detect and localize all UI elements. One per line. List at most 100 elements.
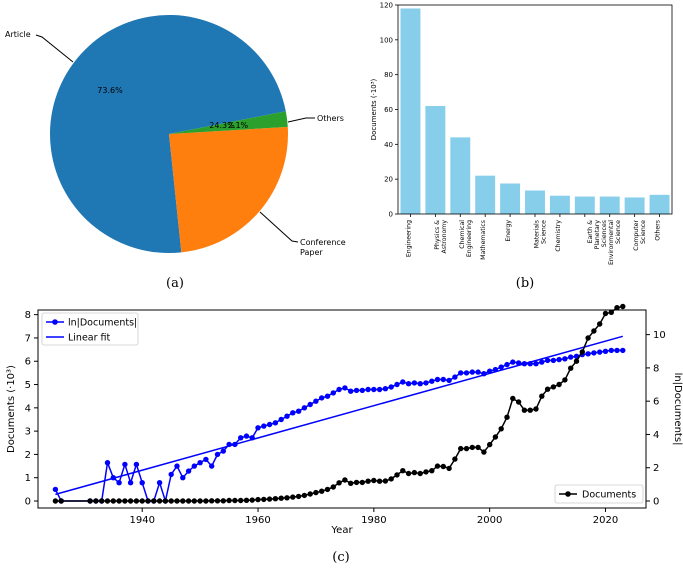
documents-point: [376, 478, 383, 484]
pie-slice-label: Others: [317, 114, 344, 123]
ln-documents-point: [440, 376, 446, 383]
documents-point: [342, 477, 348, 483]
documents-point: [568, 365, 574, 371]
documents-point: [620, 303, 626, 310]
documents-point: [116, 498, 122, 504]
documents-point: [481, 449, 487, 455]
documents-point: [214, 498, 221, 504]
bar: [525, 190, 545, 214]
bar: [400, 8, 421, 215]
bar: [425, 106, 446, 214]
ln-documents-point: [209, 463, 215, 469]
legend-right: Documents: [554, 484, 644, 504]
ln-documents-point: [232, 441, 238, 448]
y-tick-label: 7: [25, 333, 31, 344]
legend-label: Documents: [582, 490, 636, 501]
documents-point: [203, 498, 209, 504]
documents-point: [597, 321, 603, 327]
documents-point: [562, 377, 568, 383]
bar-category-label: ComputerScience: [633, 220, 647, 251]
y2-axis-label: ln|Documents|: [672, 373, 683, 446]
ln-documents-point: [168, 471, 174, 478]
ln-documents-point: [255, 425, 261, 431]
ln-documents-point: [515, 360, 522, 366]
ln-documents-point: [348, 388, 354, 394]
documents-point: [122, 498, 128, 504]
documents-point: [272, 496, 279, 502]
documents-point: [544, 386, 551, 392]
x-tick-label: 1980: [361, 515, 386, 526]
documents-point: [463, 445, 470, 452]
y-tick-label: 5: [25, 380, 31, 391]
ln-documents-point: [376, 386, 383, 393]
y2-tick-label: 2: [653, 463, 659, 474]
documents-point: [556, 381, 562, 388]
documents-point: [487, 441, 493, 448]
bar: [624, 197, 645, 214]
ln-documents-point: [122, 461, 128, 468]
ln-documents-point: [492, 366, 499, 373]
legend-box: [554, 484, 644, 504]
ln-documents-point: [220, 448, 226, 454]
ln-documents-point: [203, 456, 209, 463]
y2-tick-label: 10: [653, 330, 666, 341]
y-tick-label: 3: [25, 427, 31, 438]
y-tick-label: 2: [25, 450, 31, 461]
documents-point: [52, 498, 59, 504]
ln-documents-point: [417, 381, 423, 387]
y-tick-label: 6: [25, 357, 31, 368]
ln-documents-point: [533, 361, 539, 367]
ln-documents-point: [400, 379, 406, 385]
documents-point: [504, 414, 510, 420]
x-tick-label: 2000: [477, 515, 502, 526]
pie-slice: [169, 126, 289, 253]
bar: [450, 137, 471, 214]
ln-documents-point: [330, 390, 336, 396]
documents-point: [104, 498, 111, 504]
bar: [475, 175, 496, 214]
bar: [599, 196, 620, 214]
y-tick-label: 80: [384, 71, 393, 79]
documents-point: [191, 498, 197, 504]
pie-slice-label: Article: [5, 30, 31, 39]
ln-documents-point: [475, 369, 481, 375]
documents-point: [93, 498, 99, 504]
documents-point: [87, 498, 93, 504]
ln-documents-point: [116, 480, 122, 486]
documents-point: [469, 444, 475, 451]
documents-point: [353, 479, 360, 486]
documents-point: [475, 444, 481, 451]
documents-point: [446, 465, 452, 472]
ln-documents-point: [336, 386, 342, 393]
ln-documents-point: [371, 386, 377, 393]
documents-point: [284, 495, 290, 501]
documents-point: [405, 470, 412, 477]
ln-documents-point: [550, 357, 557, 364]
documents-point: [533, 406, 539, 412]
ln-documents-point: [365, 386, 371, 393]
ln-documents-point: [185, 468, 192, 474]
ln-documents-point: [556, 356, 562, 363]
y-tick-label: 120: [380, 2, 393, 10]
legend-label: Linear fit: [68, 333, 111, 344]
ln-documents-point: [591, 350, 597, 356]
documents-point: [243, 497, 250, 503]
documents-point: [110, 498, 117, 504]
bar-category-label: Engineering: [405, 220, 412, 257]
ln-documents-point: [249, 435, 255, 441]
ln-documents-point: [498, 364, 504, 370]
ln-documents-point: [481, 371, 487, 377]
y2-tick-label: 6: [653, 397, 659, 408]
documents-point: [336, 480, 342, 486]
caption-a: (a): [166, 276, 184, 291]
documents-point: [290, 494, 296, 500]
ln-documents-point: [411, 380, 418, 386]
y2-tick-label: 0: [653, 497, 659, 508]
documents-point: [319, 488, 325, 494]
documents-point: [266, 496, 273, 502]
bar-category-label: Others: [655, 220, 662, 241]
ln-documents-point: [353, 387, 360, 394]
documents-point: [521, 407, 528, 413]
documents-point: [197, 498, 203, 504]
ln-documents-point: [568, 354, 574, 360]
